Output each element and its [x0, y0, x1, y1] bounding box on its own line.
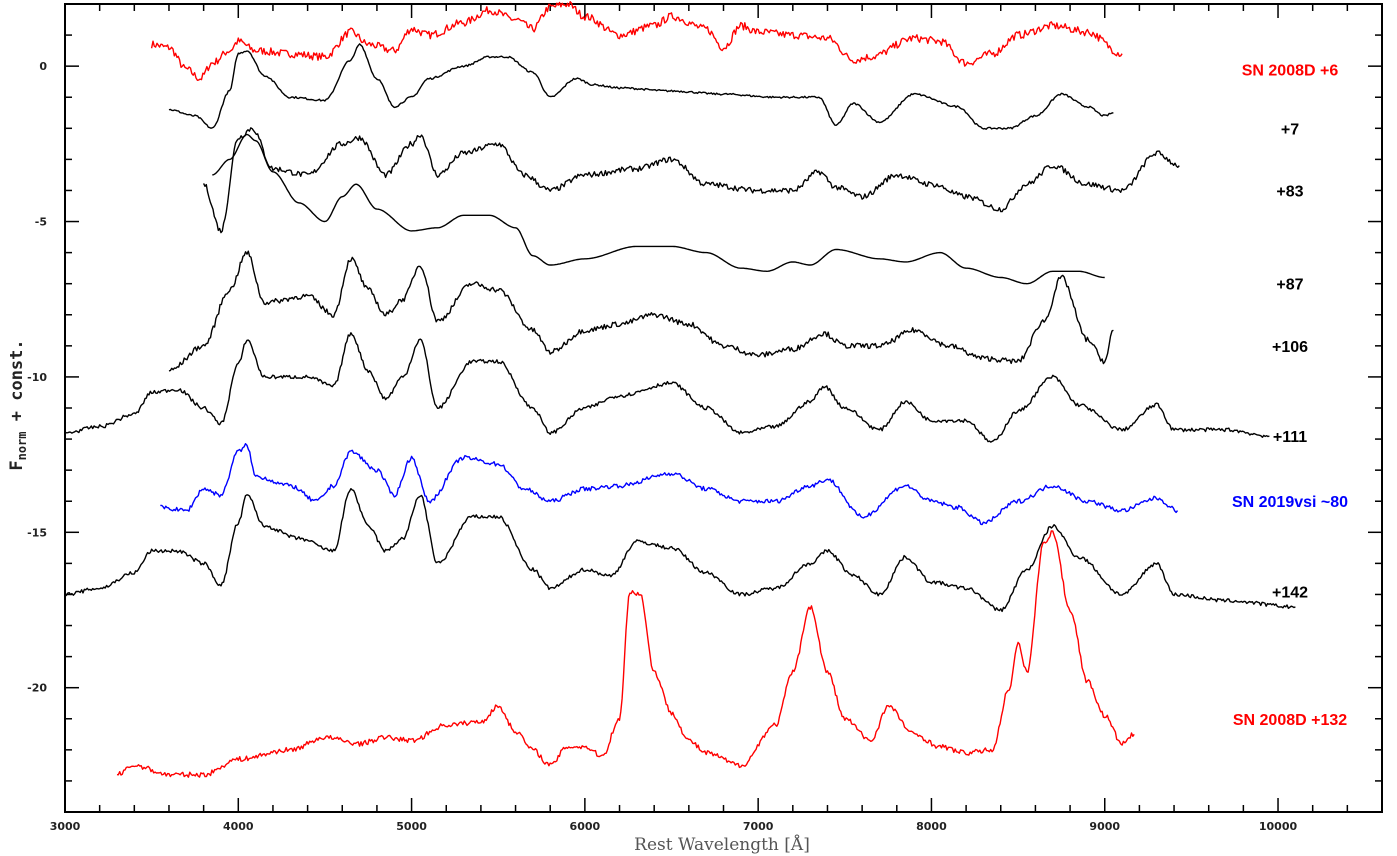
series-label-6: SN 2019vsi ~80 — [1232, 494, 1348, 511]
x-tick-label: 10000 — [1259, 820, 1298, 833]
y-axis-title-main: F — [7, 460, 27, 470]
series-label-5: +111 — [1273, 429, 1307, 446]
x-tick-label: 8000 — [916, 820, 947, 833]
y-axis-title: Fnorm + const. — [7, 339, 29, 470]
series-label-1: +7 — [1281, 121, 1299, 138]
series-label-7: +142 — [1272, 584, 1308, 601]
y-tick-label: -5 — [35, 216, 47, 229]
axis-ticks: 3000 4000 5000 6000 7000 8000 9000 10000 0 -5 -10 -… — [27, 3, 1383, 833]
x-tick-label: 5000 — [396, 820, 427, 833]
y-tick-label: -20 — [27, 682, 47, 695]
series-label-3: +87 — [1276, 277, 1303, 294]
series-label-8: SN 2008D +132 — [1233, 712, 1347, 729]
series-labels: SN 2008D +6 +7 +83 +87 +106 +111 SN 2019vsi ~8… — [1232, 62, 1348, 729]
x-tick-label: 3000 — [50, 820, 81, 833]
y-tick-label: -15 — [27, 526, 47, 539]
axes-frame — [64, 3, 1383, 813]
series-label-0: SN 2008D +6 — [1242, 62, 1339, 79]
x-axis-title: Rest Wavelength [Å] — [634, 834, 810, 855]
y-axis-title-tail: + const. — [7, 339, 27, 431]
y-tick-label: 0 — [39, 60, 47, 73]
spectrum-line-0 — [150, 1, 1123, 81]
spectra-series — [64, 1, 1296, 778]
spectrum-line-6 — [160, 443, 1179, 526]
spectrum-line-5 — [64, 332, 1270, 443]
spectrum-line-1 — [168, 43, 1114, 130]
x-tick-label: 7000 — [743, 820, 774, 833]
series-label-2: +83 — [1276, 183, 1303, 200]
spectrum-line-2 — [202, 127, 1180, 234]
spectrum-line-4 — [168, 250, 1114, 372]
spectrum-line-8 — [116, 530, 1135, 778]
y-tick-label: -10 — [27, 371, 47, 384]
x-tick-label: 4000 — [223, 820, 254, 833]
spectrum-line-3 — [212, 133, 1105, 285]
x-tick-label: 9000 — [1089, 820, 1120, 833]
series-label-4: +106 — [1272, 339, 1308, 356]
x-tick-label: 6000 — [570, 820, 601, 833]
y-axis-title-sub: norm — [15, 431, 29, 460]
plot-frame — [64, 3, 1383, 813]
spectrum-line-7 — [64, 488, 1296, 613]
